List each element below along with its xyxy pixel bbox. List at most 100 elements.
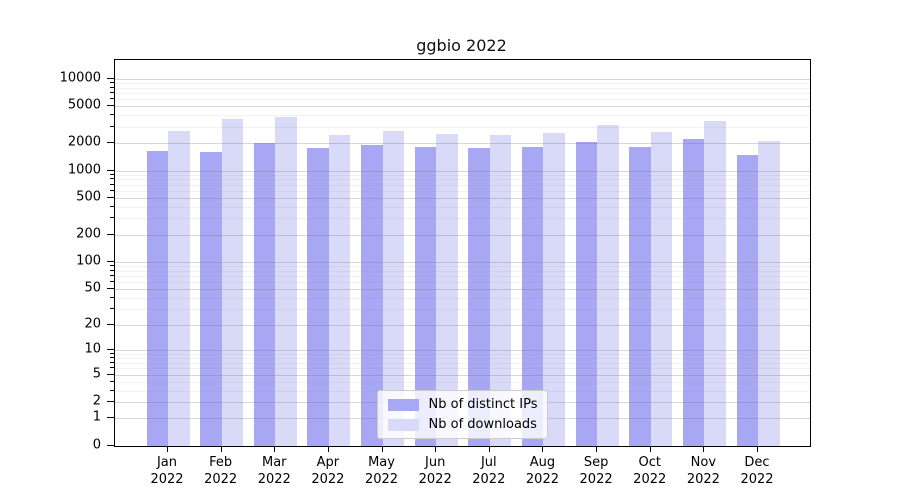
x-tick-label-line: 2022 [686,472,720,487]
x-tick-7 [542,446,544,452]
bar-distinct-ips-may-2022 [361,144,383,446]
y-tick-20 [107,323,114,325]
y-minor-tick-700 [110,183,114,185]
x-tick-label-line: Apr [316,455,340,470]
x-tick-label-line: May [368,455,395,470]
gridline-minor-4000 [115,115,810,117]
bar-distinct-ips-apr-2022 [307,148,329,446]
x-tick-label-line: 2022 [579,472,613,487]
gridline-major-1000 [115,170,810,172]
x-tick-4 [381,446,383,452]
bar-downloads-jan-2022 [168,130,190,446]
y-tick-label-20: 20 [84,316,101,332]
bar-downloads-sep-2022 [597,124,619,446]
gridline-minor-80 [115,270,810,272]
bar-distinct-ips-sep-2022 [575,142,598,446]
bar-downloads-jun-2022 [436,133,458,446]
y-tick-10000 [107,77,114,79]
y-minor-tick-300 [110,217,114,219]
y-minor-tick-3 [110,389,114,391]
legend: Nb of distinct IPs Nb of downloads [376,390,549,439]
x-tick-label-line: 2022 [472,472,506,487]
gridline-minor-900 [115,174,810,176]
y-tick-10 [107,349,114,351]
bar-downloads-mar-2022 [275,116,297,446]
y-minor-tick-6000 [110,98,114,100]
x-tick-label-line: Jan [156,455,178,470]
gridline-major-50 [115,289,810,291]
gridline-minor-8000 [115,87,810,89]
bar-distinct-ips-feb-2022 [200,152,222,446]
y-minor-tick-70 [110,275,114,277]
legend-swatch-downloads [387,418,419,431]
bar-distinct-ips-aug-2022 [521,147,544,446]
y-minor-tick-9 [110,353,114,355]
y-tick-label-50: 50 [84,280,101,296]
x-tick-label-line: 2022 [364,472,399,487]
gridline-minor-600 [115,190,810,192]
gridline-minor-6 [115,368,810,370]
y-minor-tick-900 [110,173,114,175]
x-tick-label-5: Jun 2022 [419,454,452,488]
bar-distinct-ips-jun-2022 [414,147,437,446]
x-tick-label-line: Aug [529,455,556,470]
y-tick-50 [107,288,114,290]
gridline-minor-7 [115,363,810,365]
y-tick-label-5: 5 [92,366,101,382]
gridlines-layer [115,60,810,446]
legend-label-distinct-ips: Nb of distinct IPs [428,397,538,412]
y-tick-2000 [107,141,114,143]
bar-downloads-feb-2022 [221,118,244,446]
x-tick-3 [327,446,329,452]
gridline-major-20 [115,324,810,326]
x-tick-label-line: Dec [744,455,770,470]
x-tick-label-line: Mar [262,455,287,470]
x-tick-label-line: Jun [425,455,446,470]
x-tick-2 [274,446,276,452]
y-tick-5 [107,373,114,375]
gridline-minor-300 [115,218,810,220]
y-tick-5000 [107,105,114,107]
x-tick-label-line: 2022 [257,472,291,487]
y-tick-label-10: 10 [84,341,101,357]
x-tick-label-2: Mar 2022 [258,454,291,488]
gridline-minor-3000 [115,126,810,128]
gridline-major-500 [115,198,810,200]
y-tick-label-2: 2 [92,393,101,409]
x-tick-label-9: Oct 2022 [633,454,666,488]
gridline-major-200 [115,234,810,236]
x-tick-10 [703,446,705,452]
x-tick-9 [649,446,651,452]
legend-item-downloads: Nb of downloads [387,417,538,432]
y-minor-tick-400 [110,205,114,207]
gridline-minor-400 [115,206,810,208]
gridline-major-10 [115,350,810,352]
bar-distinct-ips-oct-2022 [629,147,651,446]
bar-downloads-apr-2022 [328,134,351,446]
y-minor-tick-8 [110,357,114,359]
x-tick-label-line: 2022 [418,472,452,487]
gridline-major-10000 [115,78,810,80]
x-tick-label-line: Oct [638,455,661,470]
y-tick-label-5000: 5000 [67,97,101,113]
x-tick-label-line: Nov [690,455,717,470]
y-tick-label-200: 200 [76,226,101,242]
legend-item-distinct-ips: Nb of distinct IPs [387,397,538,412]
x-tick-label-3: Apr 2022 [311,454,344,488]
gridline-minor-90 [115,266,810,268]
gridline-major-5000 [115,106,810,108]
x-tick-11 [757,446,758,452]
y-tick-label-100: 100 [76,253,101,269]
x-tick-label-line: 2022 [204,472,238,487]
bar-distinct-ips-jul-2022 [468,148,490,446]
gridline-major-2000 [115,142,810,144]
bar-distinct-ips-jan-2022 [146,151,168,446]
gridline-minor-40 [115,297,810,299]
gridline-minor-700 [115,184,810,186]
y-minor-tick-9000 [110,81,114,83]
gridline-minor-70 [115,276,810,278]
bar-downloads-nov-2022 [704,120,726,446]
bar-downloads-oct-2022 [650,132,673,446]
y-tick-label-1000: 1000 [67,162,101,178]
